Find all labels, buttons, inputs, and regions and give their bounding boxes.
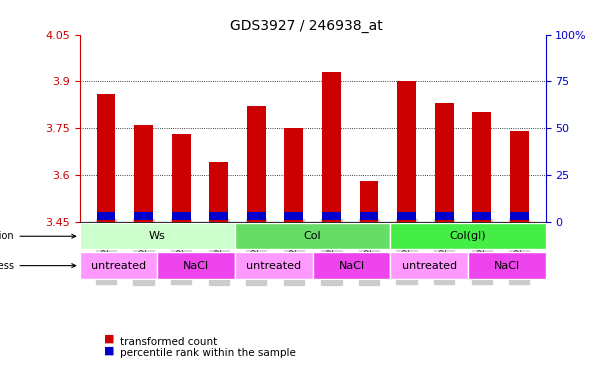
Text: ■: ■ bbox=[104, 334, 115, 344]
FancyBboxPatch shape bbox=[80, 223, 235, 250]
Bar bbox=[397, 81, 416, 222]
Text: Col: Col bbox=[304, 231, 321, 241]
Bar bbox=[284, 128, 303, 222]
Bar bbox=[472, 113, 491, 222]
Text: transformed count: transformed count bbox=[120, 337, 217, 347]
Bar bbox=[472, 212, 491, 220]
FancyBboxPatch shape bbox=[313, 252, 390, 279]
Bar bbox=[435, 103, 454, 222]
Bar bbox=[247, 106, 265, 222]
Bar bbox=[360, 212, 378, 220]
Bar bbox=[510, 212, 528, 220]
Text: NaCl: NaCl bbox=[338, 261, 365, 271]
Bar bbox=[510, 131, 528, 222]
Text: NaCl: NaCl bbox=[183, 261, 209, 271]
Bar bbox=[322, 72, 341, 222]
Bar bbox=[209, 212, 228, 220]
Text: genotype/variation: genotype/variation bbox=[0, 231, 75, 241]
Bar bbox=[360, 181, 378, 222]
Bar bbox=[322, 212, 341, 220]
Bar bbox=[247, 212, 265, 220]
Text: untreated: untreated bbox=[402, 261, 457, 271]
Text: untreated: untreated bbox=[246, 261, 302, 271]
FancyBboxPatch shape bbox=[80, 252, 158, 279]
Bar bbox=[134, 125, 153, 222]
FancyBboxPatch shape bbox=[390, 223, 546, 250]
Bar bbox=[172, 134, 191, 222]
Text: Ws: Ws bbox=[149, 231, 166, 241]
Bar bbox=[134, 212, 153, 220]
FancyBboxPatch shape bbox=[468, 252, 546, 279]
Bar bbox=[397, 212, 416, 220]
FancyBboxPatch shape bbox=[235, 223, 390, 250]
FancyBboxPatch shape bbox=[235, 252, 313, 279]
Bar bbox=[284, 212, 303, 220]
Text: ■: ■ bbox=[104, 345, 115, 355]
Text: GDS3927 / 246938_at: GDS3927 / 246938_at bbox=[230, 19, 383, 33]
Text: NaCl: NaCl bbox=[493, 261, 520, 271]
Bar bbox=[435, 212, 454, 220]
Text: Col(gl): Col(gl) bbox=[449, 231, 486, 241]
Bar bbox=[172, 212, 191, 220]
Text: stress: stress bbox=[0, 261, 75, 271]
FancyBboxPatch shape bbox=[158, 252, 235, 279]
Bar bbox=[97, 212, 115, 220]
FancyBboxPatch shape bbox=[390, 252, 468, 279]
Bar bbox=[97, 94, 115, 222]
Text: untreated: untreated bbox=[91, 261, 146, 271]
Bar bbox=[209, 162, 228, 222]
Text: percentile rank within the sample: percentile rank within the sample bbox=[120, 348, 295, 358]
